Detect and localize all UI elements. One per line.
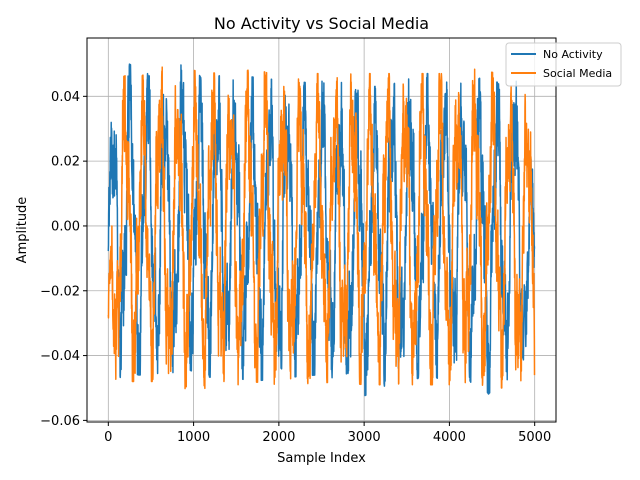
x-tick-label: 2000 (262, 430, 295, 445)
y-axis-label: Amplitude (15, 197, 30, 264)
y-tick-label: 0.00 (51, 219, 80, 234)
legend-label-no-activity: No Activity (543, 48, 603, 61)
x-tick-label: 4000 (433, 430, 466, 445)
chart-title: No Activity vs Social Media (214, 14, 429, 33)
series-line-social-media (107, 66, 536, 390)
y-tick-label: −0.04 (40, 349, 80, 364)
y-tick-label: −0.02 (40, 284, 80, 299)
x-tick-label: 3000 (348, 430, 381, 445)
x-tick-label: 0 (104, 430, 112, 445)
legend: No Activity Social Media (505, 42, 622, 87)
series-lines (107, 63, 536, 397)
y-tick-label: −0.06 (40, 414, 80, 429)
y-tick-label: 0.02 (51, 155, 80, 170)
x-axis-ticks: 0 1000 2000 3000 4000 5000 (104, 422, 551, 445)
x-tick-label: 1000 (177, 430, 210, 445)
y-axis-ticks: −0.06 −0.04 −0.02 0.00 0.02 0.04 (40, 90, 87, 429)
y-tick-label: 0.04 (51, 90, 80, 105)
x-axis-label: Sample Index (277, 451, 366, 466)
legend-label-social-media: Social Media (543, 67, 612, 80)
x-tick-label: 5000 (518, 430, 551, 445)
plot-frame (86, 37, 557, 423)
